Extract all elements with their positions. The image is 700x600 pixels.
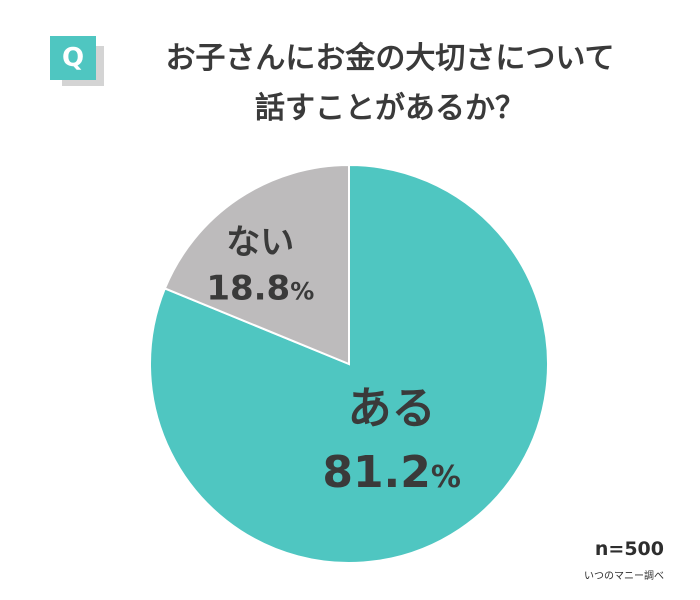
source-note: いつのマニー調べ: [584, 571, 664, 582]
pie-slice-label-0: ある: [348, 383, 436, 434]
pie-slice-unit-1: %: [290, 278, 314, 306]
chart-title: お子さんにお金の大切さについて 話すことがあるか？: [120, 34, 660, 134]
pie-slice-unit-0: %: [431, 460, 461, 495]
chart-title-line-1: お子さんにお金の大切さについて: [165, 41, 615, 76]
question-badge: Q: [50, 36, 104, 86]
pie-slice-1: [163, 163, 350, 366]
question-badge-letter: Q: [50, 36, 96, 80]
chart-title-line-2: 話すことがあるか？: [255, 91, 525, 126]
sample-size: n=500: [594, 538, 664, 560]
pie-slice-label-1: ない: [226, 223, 294, 263]
